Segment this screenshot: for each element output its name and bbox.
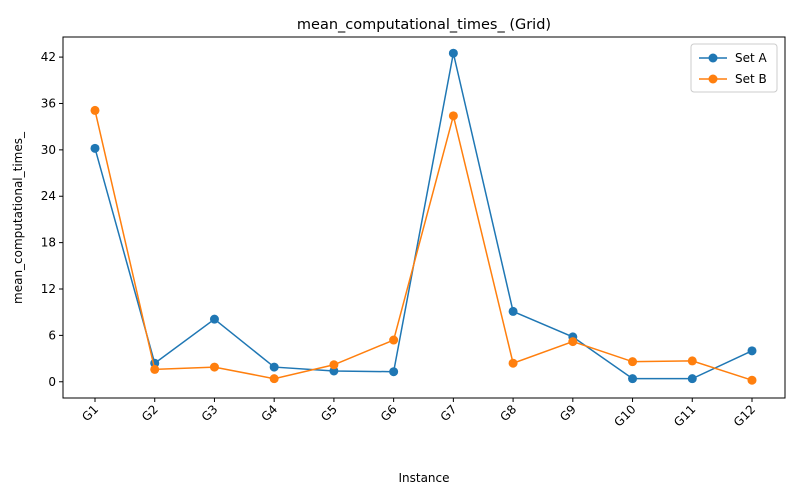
plot-area	[90, 48, 757, 385]
series-2-point	[747, 375, 757, 385]
y-tick-label: 24	[41, 189, 56, 203]
legend: Set A Set B	[690, 43, 778, 93]
chart-title: mean_computational_times_ (Grid)	[297, 17, 551, 33]
series-1-point	[209, 314, 219, 324]
series-1-point	[389, 367, 399, 377]
series-1-point	[687, 374, 697, 384]
series-1-point	[329, 366, 339, 376]
y-tick-label: 12	[41, 282, 56, 296]
series-1-point	[90, 143, 100, 153]
y-axis: 0 6 12 18 24 30 36 42	[41, 50, 63, 389]
legend-entry-label: Set B	[735, 72, 767, 86]
y-tick-label: 0	[48, 375, 56, 389]
series-2-point	[90, 105, 100, 115]
series-2-point	[687, 356, 697, 366]
y-tick-label: 30	[41, 143, 56, 157]
series-2-point	[209, 362, 219, 372]
series-2-point	[389, 335, 399, 345]
series-1-point	[628, 374, 638, 384]
y-tick-label: 36	[41, 96, 56, 110]
series-line-1	[94, 53, 753, 380]
series-2-point	[150, 364, 160, 374]
x-axis-label: Instance	[398, 471, 449, 485]
series-1-point	[747, 346, 757, 356]
series-2-point	[448, 111, 458, 121]
series-2-point	[568, 337, 578, 347]
legend-swatch-marker	[708, 53, 718, 63]
series-2-point	[269, 374, 279, 384]
y-axis-label: mean_computational_times_	[11, 131, 25, 304]
series-line-2	[94, 110, 753, 381]
series-2-point	[329, 360, 339, 370]
series-1-point	[269, 362, 279, 372]
legend-entry-label: Set A	[735, 51, 768, 65]
series-2-point	[508, 358, 518, 368]
legend-swatch-marker	[708, 74, 718, 84]
plot-frame	[62, 36, 786, 399]
y-tick-label: 18	[41, 236, 56, 250]
series-1-point	[508, 306, 518, 316]
series-2-point	[628, 357, 638, 367]
series-1-point	[448, 48, 458, 58]
y-tick-label: 42	[41, 50, 56, 64]
y-tick-label: 6	[48, 328, 56, 342]
